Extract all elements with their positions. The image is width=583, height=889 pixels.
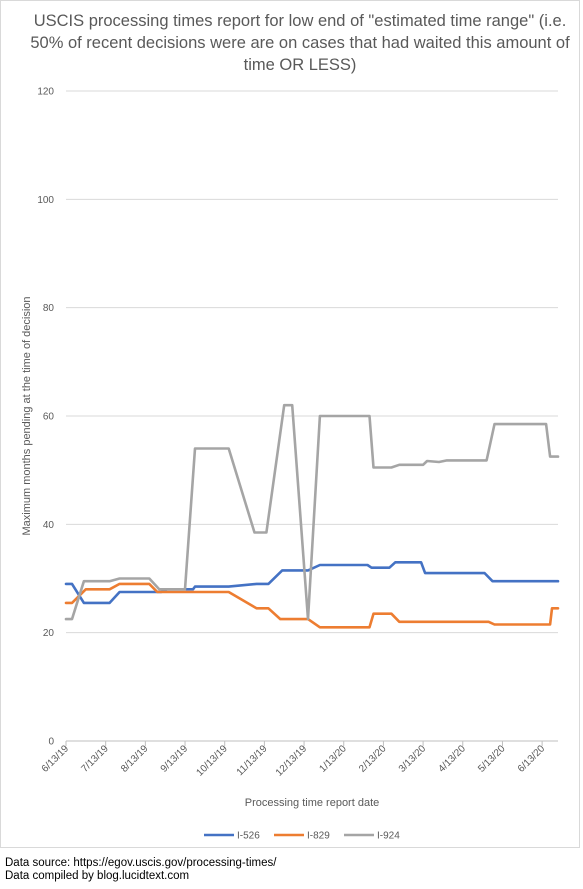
legend-label-i-924: I-924 <box>377 831 400 842</box>
x-tick-label: 9/13/19 <box>159 743 191 775</box>
x-tick-label: 4/13/20 <box>437 743 469 775</box>
y-tick-label: 40 <box>43 520 55 531</box>
y-tick-label: 120 <box>37 87 54 98</box>
series-line-i-829 <box>64 582 560 629</box>
x-tick-label: 7/13/19 <box>79 743 111 775</box>
y-tick-label: 80 <box>43 303 55 314</box>
series-line-i-526 <box>64 561 560 605</box>
x-tick-label: 6/13/19 <box>40 743 72 775</box>
x-tick-label: 2/13/20 <box>357 743 389 775</box>
x-tick-label: 11/13/19 <box>235 743 270 778</box>
x-axis-label: Processing time report date <box>245 797 380 809</box>
data-source-note: Data source: https://egov.uscis.gov/proc… <box>5 857 277 869</box>
gridlines <box>65 90 558 746</box>
chart-title: USCIS processing times report for low en… <box>30 12 570 74</box>
x-tick-label: 3/13/20 <box>397 743 429 775</box>
series-lines <box>64 403 560 629</box>
footer: Data source: https://egov.uscis.gov/proc… <box>5 857 276 883</box>
legend-label-i-829: I-829 <box>307 831 330 842</box>
x-tick-label: 8/13/19 <box>119 743 151 775</box>
y-tick-labels: 0 20 40 60 80 100 120 <box>37 87 54 748</box>
series-line-i-924 <box>64 403 560 621</box>
data-compiled-note: Data compiled by blog.lucidtext.com <box>5 870 190 882</box>
chart-frame <box>0 0 580 848</box>
y-tick-label: 0 <box>48 737 54 748</box>
legend: I-526 I-829 I-924 <box>204 831 400 842</box>
legend-label-i-526: I-526 <box>237 831 260 842</box>
y-tick-label: 60 <box>43 412 55 423</box>
y-tick-label: 20 <box>43 628 55 639</box>
x-tick-label: 10/13/19 <box>195 743 231 779</box>
x-tick-label: 6/13/20 <box>516 743 548 775</box>
x-tick-labels: 6/13/19 7/13/19 8/13/19 9/13/19 10/13/19 11/1… <box>40 743 548 779</box>
x-tick-label: 5/13/20 <box>476 743 508 775</box>
x-tick-label: 1/13/20 <box>317 743 349 775</box>
y-tick-label: 100 <box>37 195 54 206</box>
x-tick-label: 12/13/19 <box>274 743 310 779</box>
y-axis-label: Maximum months pending at the time of de… <box>21 296 33 535</box>
